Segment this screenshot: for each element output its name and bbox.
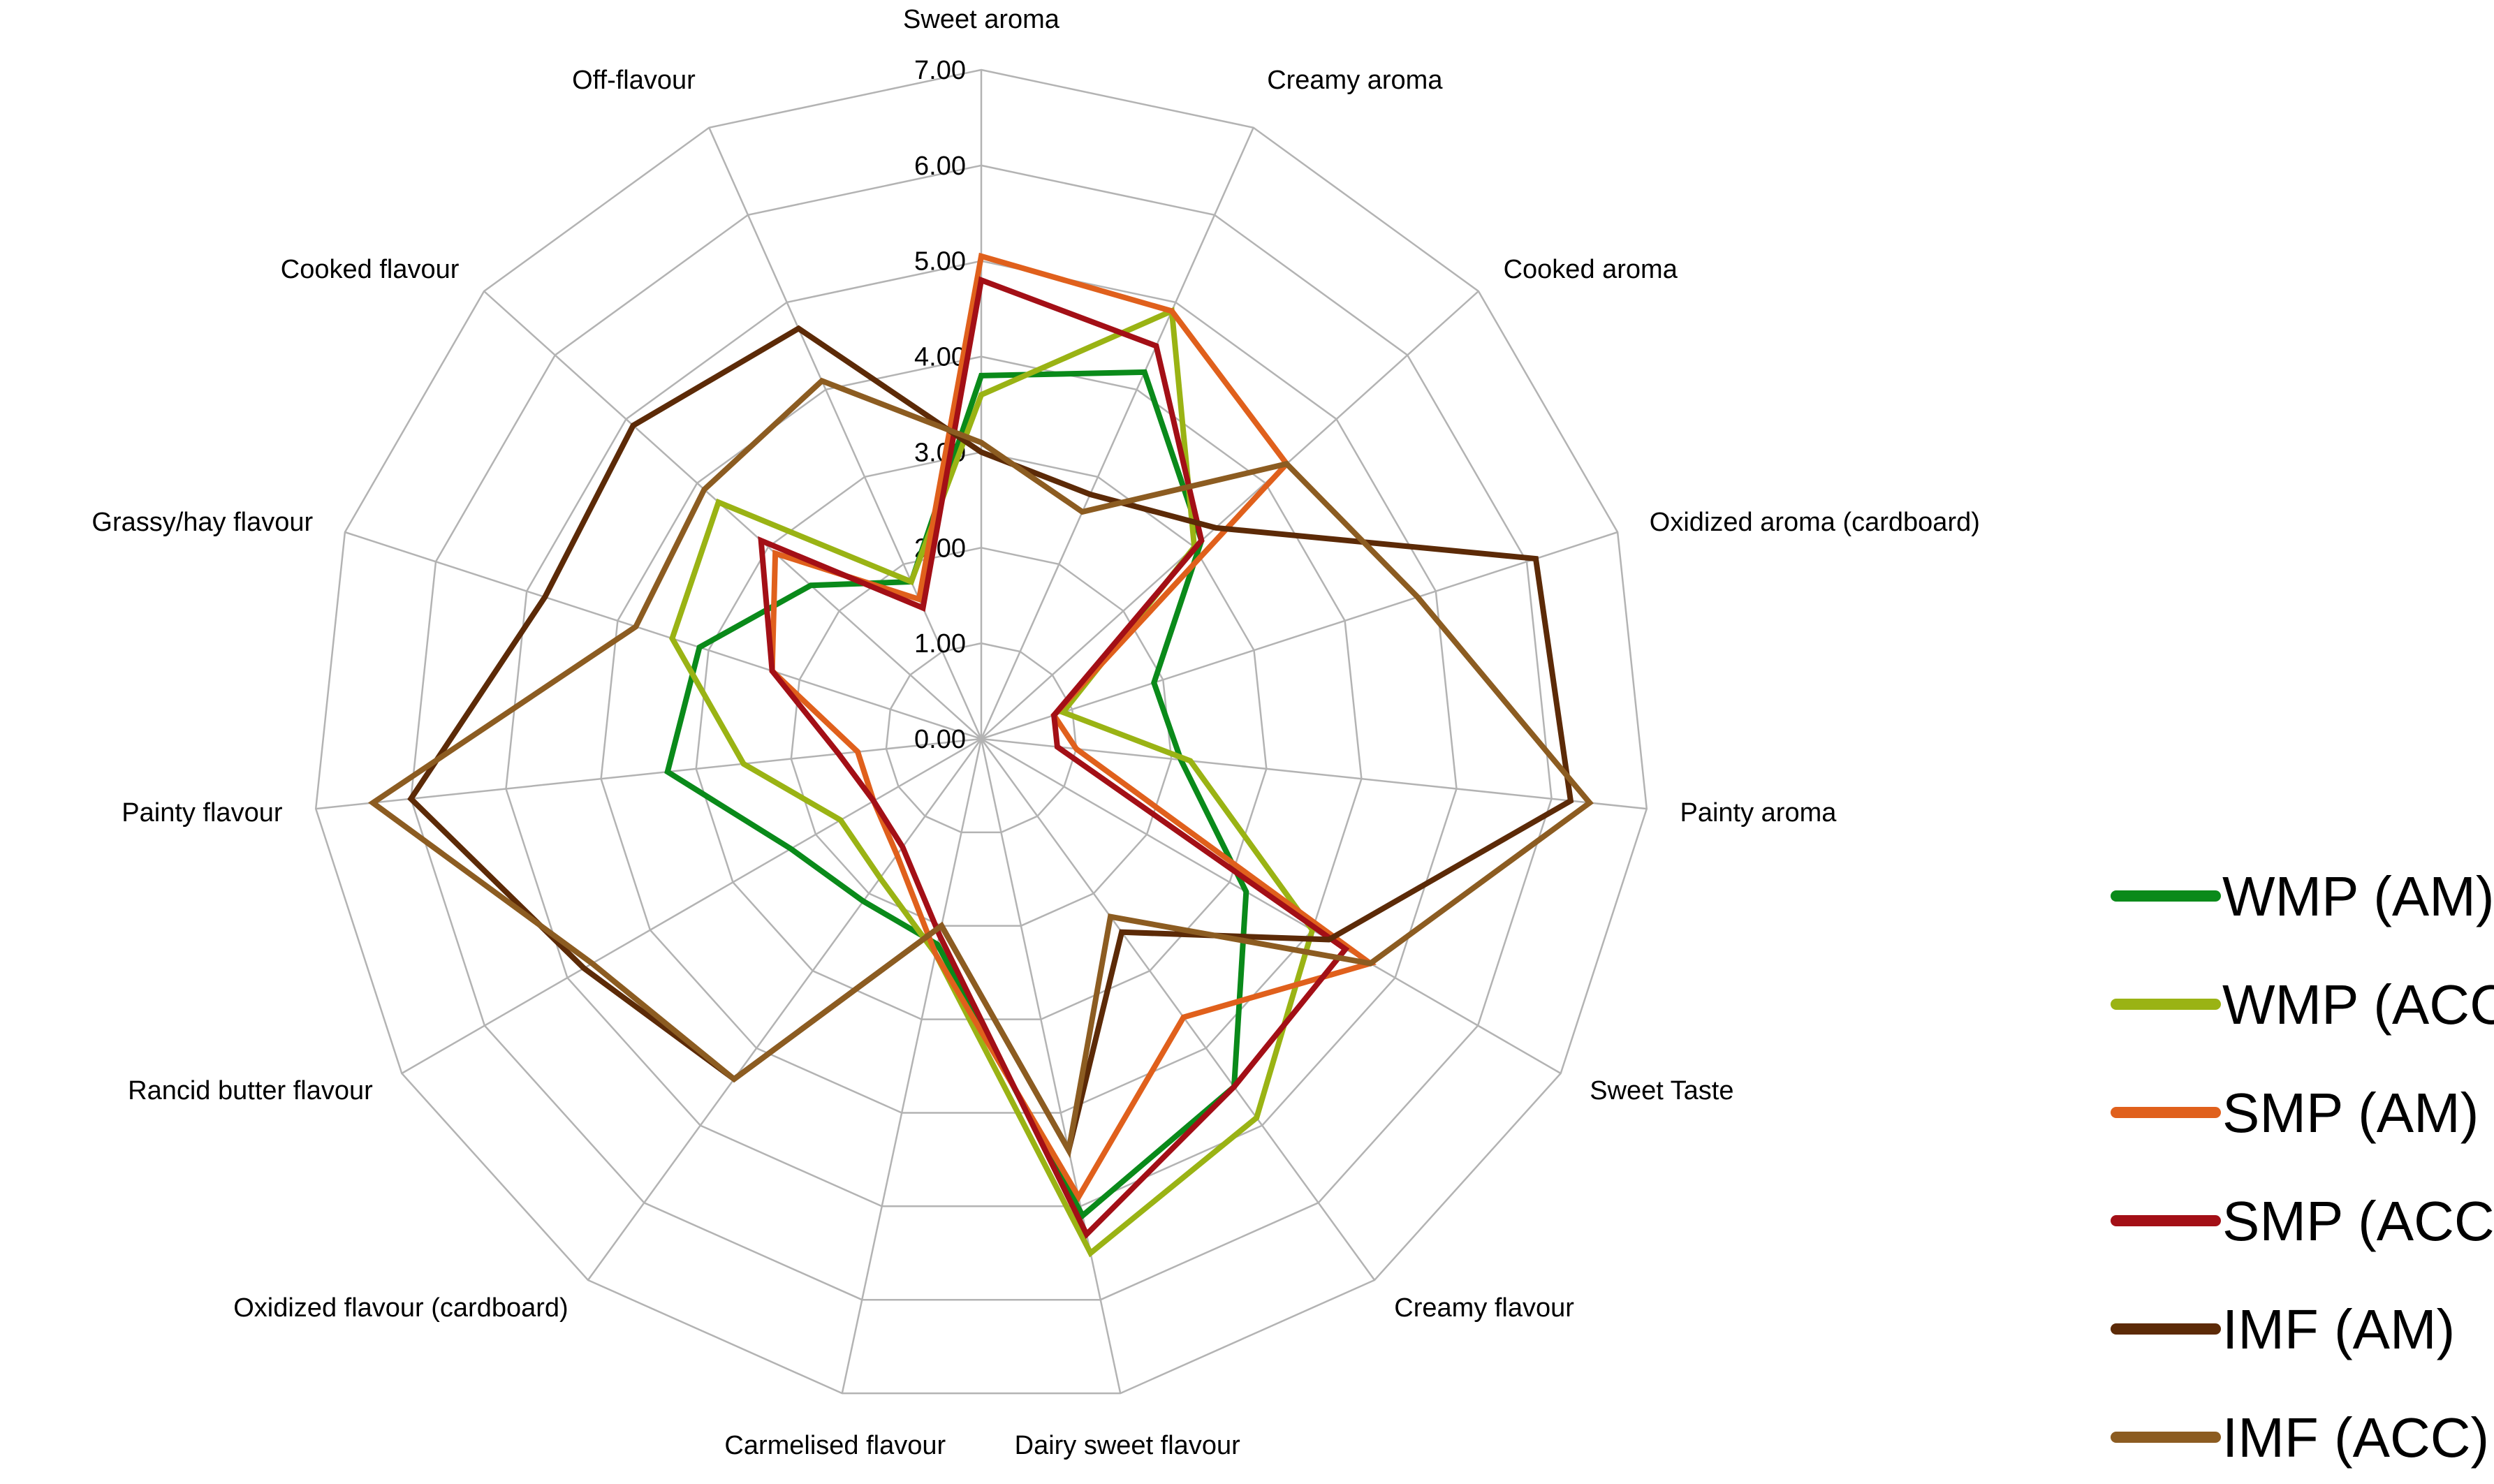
axis-label-painty-aroma: Painty aroma: [1680, 798, 1838, 828]
axis-label-oxidized-flavour-cardboard: Oxidized flavour (cardboard): [233, 1293, 568, 1323]
spoke-creamy-aroma: [980, 127, 1254, 740]
axis-label-sweet-aroma: Sweet aroma: [903, 5, 1060, 34]
axis-label-cooked-aroma: Cooked aroma: [1504, 255, 1678, 284]
tick-label: 5.00: [914, 247, 966, 277]
series-line-imf-acc: [367, 377, 1594, 1159]
axis-label-dairy-sweet-flavour: Dairy sweet flavour: [1015, 1431, 1240, 1460]
grid-ring-7: [314, 68, 1648, 1395]
spoke-painty-aroma: [981, 737, 1647, 810]
legend-label-imf-acc: IMF (ACC): [2222, 1406, 2489, 1469]
axis-label-rancid-butter-flavour: Rancid butter flavour: [128, 1076, 373, 1105]
legend: WMP (AM) WMP (ACC) SMP (AM) SMP (ACC) IMF (A…: [2111, 865, 2494, 1469]
axis-labels: Sweet aroma Creamy aroma Cooked aroma Oxidi…: [91, 5, 1979, 1460]
spoke-dairy-sweet-flavour: [980, 738, 1122, 1394]
spoke-painty-flavour: [316, 737, 982, 810]
spoke-creamy-flavour: [980, 738, 1376, 1281]
spoke-rancid-butter-flavour: [401, 737, 982, 1075]
axis-label-painty-flavour: Painty flavour: [122, 798, 283, 828]
spoke-oxidized-flavour-cardboard: [587, 738, 983, 1281]
axis-label-grassy-hay-flavour: Grassy/hay flavour: [91, 508, 313, 537]
radar-grid: [314, 68, 1648, 1395]
spoke-oxidized-aroma-cardboard: [981, 531, 1618, 740]
axis-label-off-flavour: Off-flavour: [572, 66, 696, 95]
legend-label-imf-am: IMF (AM): [2222, 1298, 2455, 1360]
axis-label-carmelised-flavour: Carmelised flavour: [724, 1431, 946, 1460]
tick-label: 0.00: [914, 725, 966, 754]
tick-label: 4.00: [914, 343, 966, 372]
grid-ring-4: [600, 355, 1363, 1114]
legend-label-smp-acc: SMP (ACC): [2222, 1190, 2494, 1252]
axis-label-cooked-flavour: Cooked flavour: [281, 255, 460, 284]
axis-label-creamy-flavour: Creamy flavour: [1394, 1293, 1574, 1323]
legend-label-wmp-acc: WMP (ACC): [2222, 974, 2494, 1036]
series-line-smp-acc: [758, 276, 1350, 1240]
spoke-cooked-flavour: [483, 291, 982, 740]
spoke-cooked-aroma: [981, 291, 1479, 740]
tick-label: 6.00: [914, 152, 966, 181]
series-lines: [367, 252, 1594, 1258]
tick-label: 7.00: [914, 56, 966, 85]
grid-ring-2: [790, 547, 1173, 927]
axis-label-sweet-taste: Sweet Taste: [1590, 1076, 1733, 1105]
tick-label: 1.00: [914, 629, 966, 659]
axis-label-oxidized-aroma-cardboard: Oxidized aroma (cardboard): [1650, 508, 1980, 537]
legend-label-wmp-am: WMP (AM): [2222, 865, 2494, 927]
axis-label-creamy-aroma: Creamy aroma: [1267, 66, 1443, 95]
spoke-grassy-hay-flavour: [344, 531, 982, 740]
grid-ring-5: [505, 260, 1458, 1207]
spoke-sweet-taste: [981, 737, 1562, 1075]
spoke-off-flavour: [708, 127, 983, 740]
radar-spokes: [316, 70, 1647, 1394]
grid-ring-6: [410, 164, 1553, 1301]
grid-ring-1: [885, 642, 1078, 834]
spoke-carmelised-flavour: [841, 738, 983, 1394]
legend-label-smp-am: SMP (AM): [2222, 1082, 2479, 1144]
